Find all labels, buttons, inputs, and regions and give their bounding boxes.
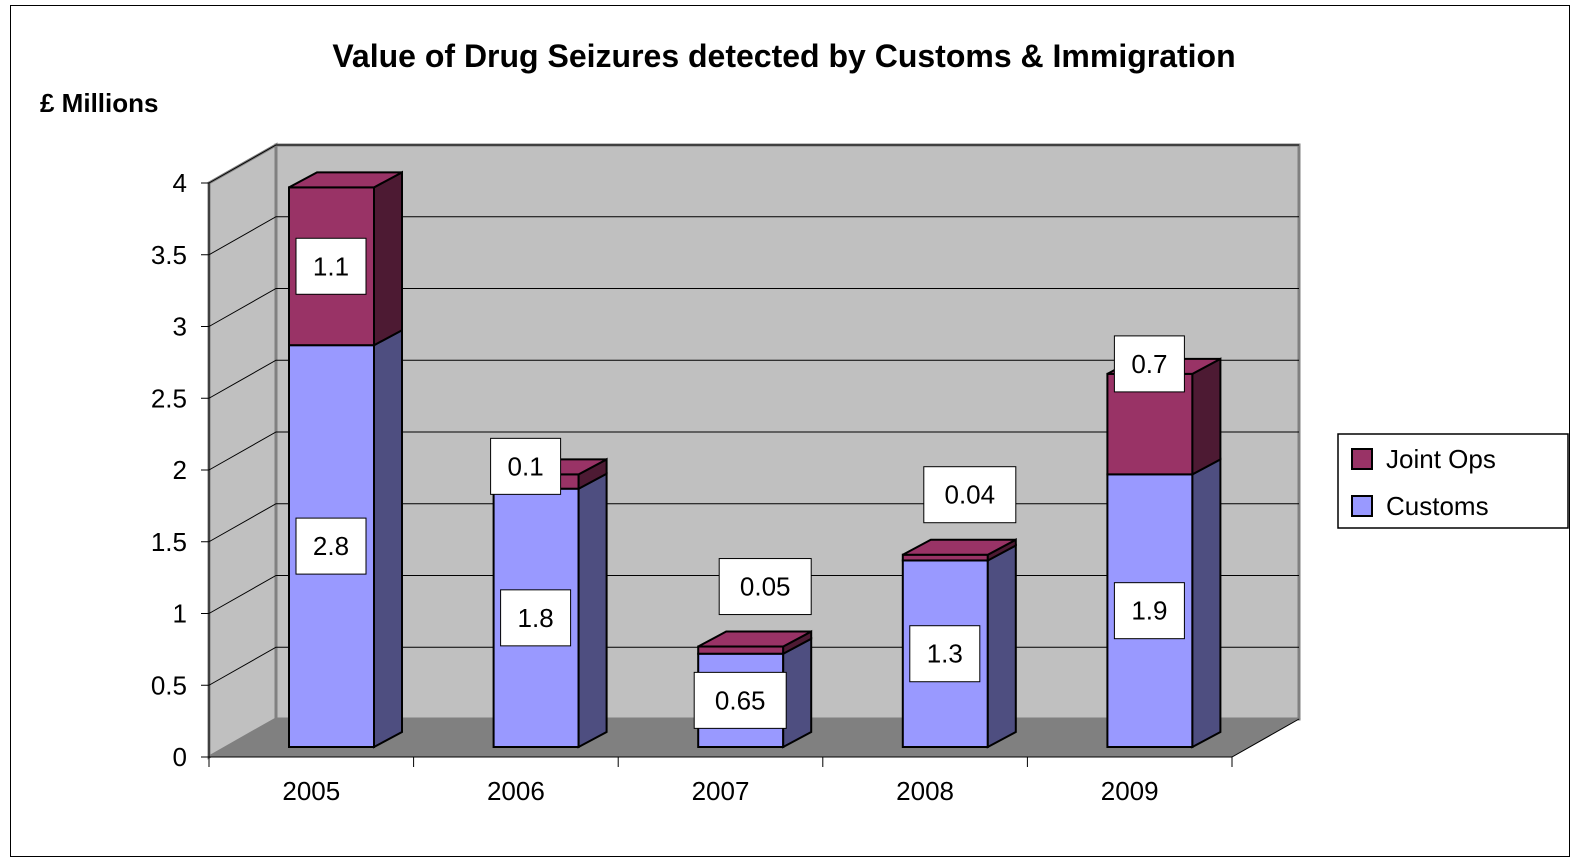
- y-tick-label: 0: [173, 742, 187, 772]
- y-tick-label: 4: [173, 168, 187, 198]
- bar-side: [373, 170, 403, 347]
- bar-front: [697, 645, 785, 655]
- x-tick-label: 2008: [896, 776, 954, 806]
- y-tick-label: 3.5: [151, 240, 187, 270]
- data-label-box: [490, 437, 562, 495]
- data-labels: 2.8 1.1 1.8 0.1 0.65 0.05 1.3 0.04 1.9 0.7: [295, 237, 1185, 729]
- legend-label: Joint Ops: [1386, 444, 1496, 474]
- bar-top: [697, 630, 812, 648]
- bar-side: [1191, 357, 1222, 477]
- data-label: 0.1: [490, 437, 562, 495]
- data-label-box: [295, 517, 367, 575]
- legend-swatch: [1351, 448, 1373, 470]
- data-label-box: [1113, 335, 1185, 393]
- data-label: 0.05: [718, 558, 812, 616]
- bar-top: [288, 171, 403, 189]
- x-tick-label: 2007: [692, 776, 750, 806]
- data-label-box: [295, 237, 367, 295]
- data-label-text: 0.7: [1131, 349, 1167, 379]
- legend-box: [1337, 433, 1569, 529]
- chart-title: Value of Drug Seizures detected by Custo…: [332, 38, 1235, 74]
- data-label-text: 0.65: [715, 685, 766, 715]
- gridline: [208, 431, 1299, 471]
- data-label: 0.65: [693, 671, 787, 729]
- data-label-box: [923, 466, 1017, 524]
- legend-swatch: [1351, 495, 1373, 517]
- data-label: 1.8: [500, 589, 572, 647]
- data-label: 2.8: [295, 517, 367, 575]
- data-label-box: [500, 589, 572, 647]
- data-label-box: [693, 671, 787, 729]
- y-tick-label: 2.5: [151, 383, 187, 413]
- bar-side: [373, 328, 403, 749]
- data-label: 1.3: [909, 625, 981, 683]
- data-label: 0.04: [923, 466, 1017, 524]
- data-label-text: 0.05: [740, 572, 791, 602]
- gridline: [208, 359, 1299, 399]
- data-label-text: 1.9: [1131, 596, 1167, 626]
- y-axis-label: £ Millions: [40, 88, 158, 118]
- y-tick-label: 3: [173, 312, 187, 342]
- y-axis: 0 0.5 1 1.5 2 2.5 3 3.5 4: [151, 168, 210, 772]
- data-label-text: 1.8: [518, 603, 554, 633]
- data-label-text: 1.3: [927, 639, 963, 669]
- bar-segment: [901, 538, 1017, 563]
- bar-side: [1191, 457, 1222, 749]
- data-label-text: 1.1: [313, 251, 349, 281]
- data-label: 0.7: [1113, 335, 1185, 393]
- data-label-text: 0.04: [944, 480, 995, 510]
- y-tick-label: 1.5: [151, 527, 187, 557]
- bar-side: [577, 472, 608, 749]
- data-label-text: 2.8: [313, 531, 349, 561]
- gridline: [208, 288, 1299, 327]
- bar-side: [986, 543, 1017, 749]
- x-axis: 2005 2006 2007 2008 2009: [208, 718, 1300, 806]
- data-label-box: [1113, 582, 1185, 640]
- data-label: 1.9: [1113, 582, 1185, 640]
- x-tick-label: 2006: [487, 776, 545, 806]
- data-label-box: [909, 625, 981, 683]
- floor-edge: [1231, 718, 1300, 758]
- y-tick-label: 0.5: [151, 670, 187, 700]
- legend: Joint Ops Customs: [1337, 433, 1569, 529]
- y-tick-label: 1: [173, 599, 187, 629]
- gridline: [208, 144, 1299, 184]
- data-label: 1.1: [295, 237, 367, 295]
- y-tick-label: 2: [173, 455, 187, 485]
- bar-top: [902, 538, 1017, 556]
- gridline: [208, 216, 1299, 256]
- bar-side: [782, 637, 813, 749]
- bar-segment: [697, 629, 813, 656]
- legend-label: Customs: [1386, 491, 1489, 521]
- x-tick-label: 2009: [1101, 776, 1159, 806]
- data-label-box: [718, 558, 812, 616]
- data-label-text: 0.1: [508, 451, 544, 481]
- x-tick-label: 2005: [282, 776, 340, 806]
